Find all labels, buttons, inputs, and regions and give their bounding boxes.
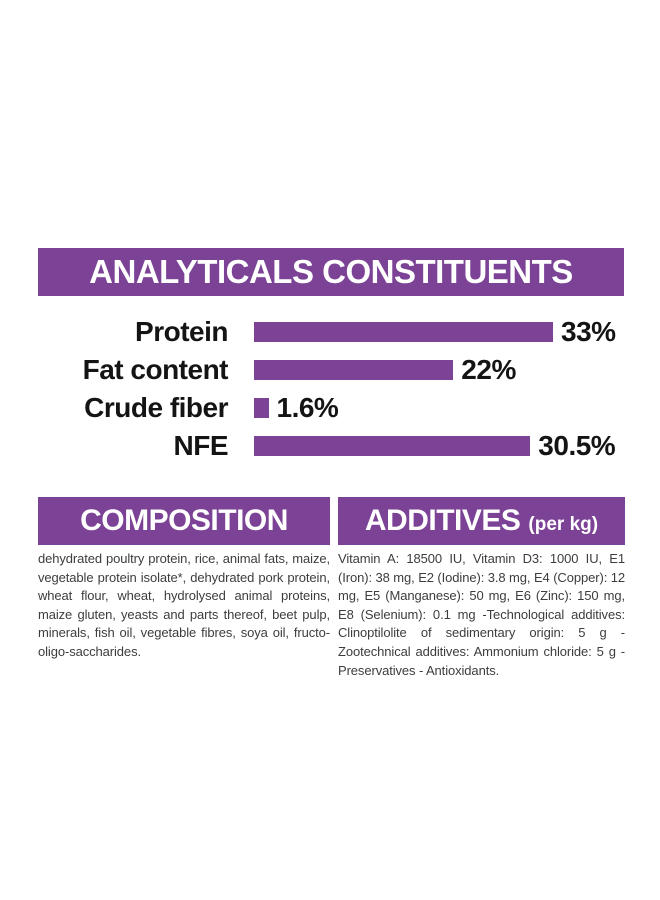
chart-row-protein: Protein 33% — [0, 313, 660, 351]
crude-fiber-bar — [254, 398, 269, 418]
chart-value-label: 30.5% — [538, 430, 616, 461]
chart-category-label: Protein — [135, 316, 228, 347]
composition-header-banner: COMPOSITION — [38, 497, 330, 545]
additives-header-banner: ADDITIVES (per kg) — [338, 497, 625, 545]
composition-text: dehydrated poultry protein, rice, animal… — [38, 551, 330, 659]
chart-value-label: 22% — [461, 354, 516, 385]
chart-row-nfe: NFE 30.5% — [0, 427, 660, 465]
composition-section: COMPOSITION dehydrated poultry protein, … — [38, 497, 330, 662]
analyticals-title: ANALYTICALS CONSTITUENTS — [89, 253, 573, 290]
chart-row-crude-fiber: Crude fiber 1.6% — [0, 389, 660, 427]
chart-category-label: NFE — [173, 430, 229, 461]
fat-content-bar — [254, 360, 454, 380]
protein-bar — [254, 322, 553, 342]
analyticals-bar-chart: Protein 33% Fat content 22% Crude fiber … — [0, 313, 660, 465]
analyticals-header-banner: ANALYTICALS CONSTITUENTS — [38, 248, 624, 296]
chart-row-fat-content: Fat content 22% — [0, 351, 660, 389]
additives-title: ADDITIVES — [364, 504, 521, 537]
chart-category-label: Fat content — [82, 354, 229, 385]
additives-unit-suffix: (per kg) — [528, 514, 599, 535]
composition-title: COMPOSITION — [80, 504, 288, 537]
chart-value-label: 33% — [561, 316, 616, 347]
additives-text: Vitamin A: 18500 IU, Vitamin D3: 1000 IU… — [338, 551, 625, 678]
chart-category-label: Crude fiber — [84, 392, 228, 423]
chart-value-label: 1.6% — [276, 392, 339, 423]
additives-section: ADDITIVES (per kg) Vitamin A: 18500 IU, … — [338, 497, 625, 680]
nfe-bar — [254, 436, 531, 456]
